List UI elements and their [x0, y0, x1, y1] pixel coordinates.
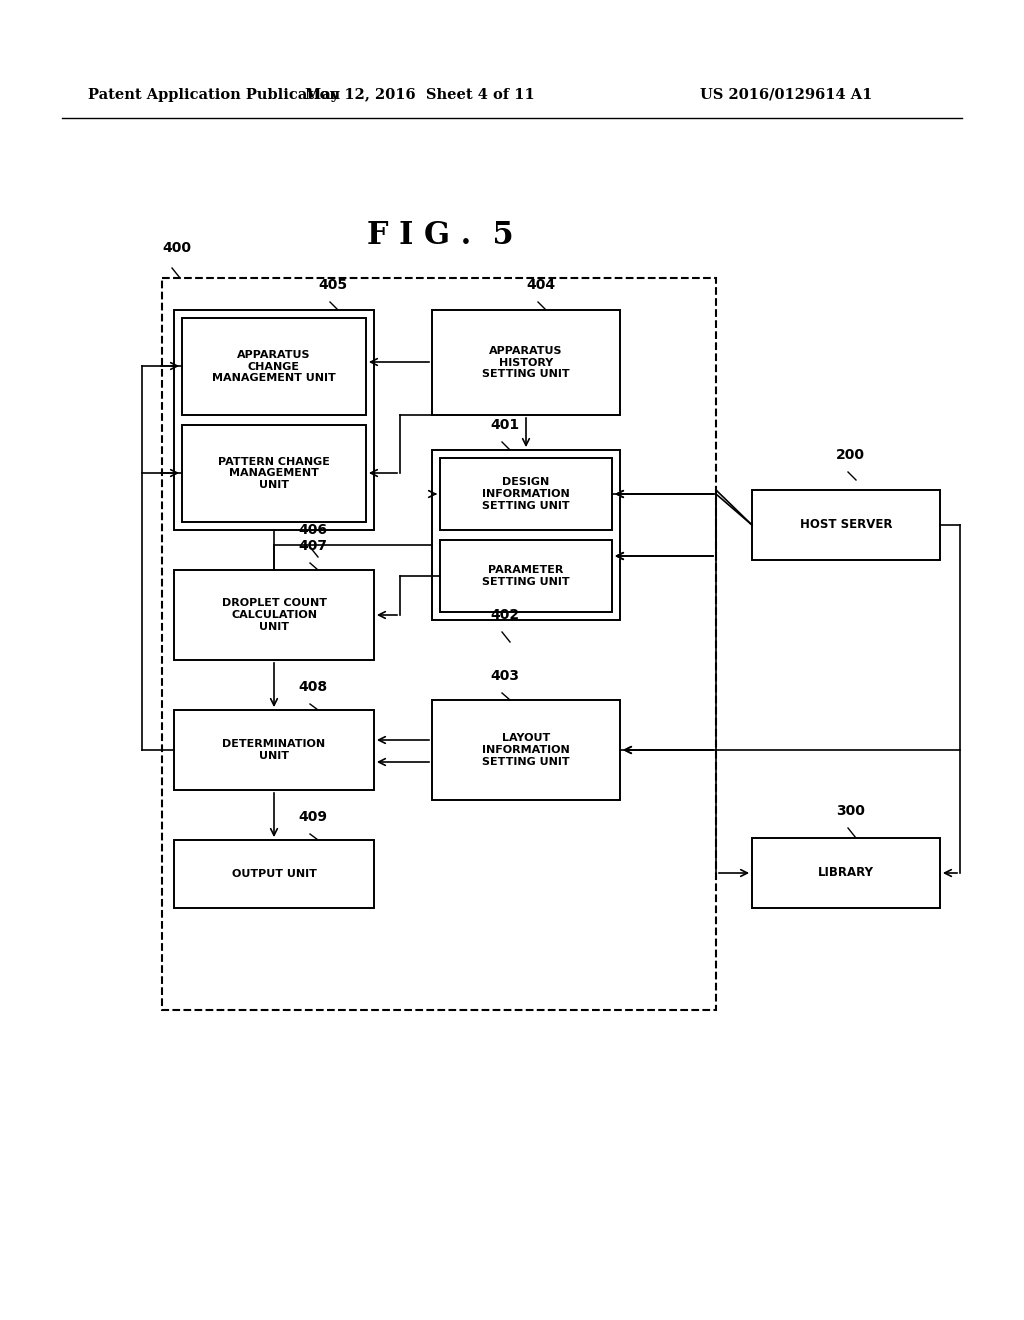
Text: 407: 407	[298, 539, 327, 553]
Text: APPARATUS
CHANGE
MANAGEMENT UNIT: APPARATUS CHANGE MANAGEMENT UNIT	[212, 350, 336, 383]
Text: APPARATUS
HISTORY
SETTING UNIT: APPARATUS HISTORY SETTING UNIT	[482, 346, 569, 379]
Text: DETERMINATION
UNIT: DETERMINATION UNIT	[222, 739, 326, 760]
Bar	[432, 700, 620, 800]
Text: DROPLET COUNT
CALCULATION
UNIT: DROPLET COUNT CALCULATION UNIT	[221, 598, 327, 631]
Text: May 12, 2016  Sheet 4 of 11: May 12, 2016 Sheet 4 of 11	[305, 88, 535, 102]
Bar	[182, 318, 366, 414]
Bar	[752, 838, 940, 908]
Bar	[432, 450, 620, 620]
Text: 409: 409	[298, 810, 327, 824]
Bar	[174, 710, 374, 789]
Bar	[174, 570, 374, 660]
Bar	[174, 310, 374, 531]
Bar	[440, 540, 612, 612]
Text: LIBRARY: LIBRARY	[818, 866, 874, 879]
Bar	[440, 458, 612, 531]
Text: 401: 401	[490, 418, 519, 432]
Text: LAYOUT
INFORMATION
SETTING UNIT: LAYOUT INFORMATION SETTING UNIT	[482, 734, 570, 767]
Bar	[174, 840, 374, 908]
Text: 406: 406	[298, 523, 327, 537]
Text: PATTERN CHANGE
MANAGEMENT
UNIT: PATTERN CHANGE MANAGEMENT UNIT	[218, 457, 330, 490]
Text: Patent Application Publication: Patent Application Publication	[88, 88, 340, 102]
Bar	[752, 490, 940, 560]
Bar	[162, 279, 716, 1010]
Text: DESIGN
INFORMATION
SETTING UNIT: DESIGN INFORMATION SETTING UNIT	[482, 478, 570, 511]
Bar	[432, 310, 620, 414]
Text: 200: 200	[836, 447, 865, 462]
Text: HOST SERVER: HOST SERVER	[800, 519, 892, 532]
Text: US 2016/0129614 A1: US 2016/0129614 A1	[700, 88, 872, 102]
Text: 408: 408	[298, 680, 327, 694]
Text: OUTPUT UNIT: OUTPUT UNIT	[231, 869, 316, 879]
Text: F I G .  5: F I G . 5	[367, 219, 513, 251]
Text: 300: 300	[836, 804, 865, 818]
Text: 403: 403	[490, 669, 519, 682]
Text: 402: 402	[490, 609, 519, 622]
Text: PARAMETER
SETTING UNIT: PARAMETER SETTING UNIT	[482, 565, 569, 587]
Text: 405: 405	[318, 279, 347, 292]
Bar	[182, 425, 366, 521]
Text: 400: 400	[162, 242, 191, 255]
Text: 404: 404	[526, 279, 555, 292]
